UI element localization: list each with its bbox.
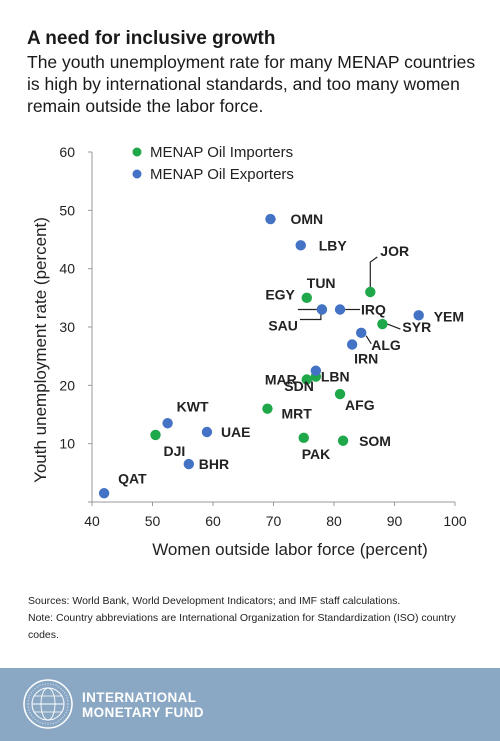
scatter-point-sdn bbox=[310, 365, 322, 376]
y-tick-label: 60 bbox=[59, 144, 75, 160]
scatter-point-qat bbox=[98, 488, 110, 499]
point-label-pak: PAK bbox=[302, 446, 331, 462]
point-label-lbn: LBN bbox=[321, 369, 350, 385]
scatter-point-uae bbox=[201, 426, 213, 438]
point-label-alg: ALG bbox=[371, 337, 401, 353]
scatter-point-alg bbox=[356, 327, 367, 339]
scatter-point-lby bbox=[295, 240, 306, 251]
chart-notes: Sources: World Bank, World Development I… bbox=[28, 593, 483, 644]
brand-line-2: MONETARY FUND bbox=[82, 705, 204, 720]
axes: 40 50 60 70 80 90 100 10 20 30 40 50 60 bbox=[59, 144, 466, 529]
leader-line bbox=[369, 256, 378, 287]
point-label-irn: IRN bbox=[354, 351, 378, 367]
x-tick-label: 90 bbox=[387, 513, 403, 529]
point-label-yem: YEM bbox=[434, 308, 464, 324]
data-points bbox=[98, 213, 424, 499]
y-tick-label: 40 bbox=[59, 261, 75, 277]
point-label-syr: SYR bbox=[402, 319, 431, 335]
y-tick-label: 20 bbox=[59, 377, 75, 393]
legend: MENAP Oil Importers MENAP Oil Exporters bbox=[132, 144, 294, 183]
leader-line bbox=[387, 323, 401, 330]
x-axis-title: Women outside labor force (percent) bbox=[152, 540, 428, 559]
point-label-jor: JOR bbox=[380, 243, 409, 259]
point-label-sau: SAU bbox=[268, 318, 298, 334]
scatter-point-afg bbox=[334, 388, 346, 400]
point-label-afg: AFG bbox=[345, 397, 375, 413]
scatter-point-irq bbox=[334, 304, 346, 315]
brand-line-1: INTERNATIONAL bbox=[82, 690, 197, 705]
y-tick-label: 10 bbox=[59, 436, 75, 452]
point-label-irq: IRQ bbox=[361, 302, 386, 318]
point-label-egy: EGY bbox=[265, 287, 295, 303]
point-label-omn: OMN bbox=[290, 211, 323, 227]
imf-brand: INTERNATIONAL MONETARY FUND bbox=[82, 690, 204, 720]
scatter-point-omn bbox=[265, 213, 276, 225]
legend-label-exporters: MENAP Oil Exporters bbox=[150, 166, 294, 183]
leader-line bbox=[365, 335, 372, 345]
point-labels: TUN JOR EGY SYR MAR LBN AFG MRT DJI PAK SOM OMN LBY I… bbox=[118, 211, 464, 486]
point-label-qat: QAT bbox=[118, 470, 147, 486]
scatter-point-syr bbox=[377, 318, 388, 330]
point-label-dji: DJI bbox=[164, 443, 186, 459]
scatter-point-bhr bbox=[183, 458, 194, 470]
scatter-chart: MENAP Oil Importers MENAP Oil Exporters … bbox=[31, 144, 467, 559]
point-label-som: SOM bbox=[359, 433, 391, 449]
legend-marker-exporters bbox=[132, 169, 142, 179]
scatter-point-kwt bbox=[162, 418, 173, 429]
scatter-point-tun bbox=[301, 292, 312, 304]
point-label-mrt: MRT bbox=[281, 406, 312, 422]
x-tick-label: 60 bbox=[205, 513, 221, 529]
point-label-sdn: SDN bbox=[284, 378, 314, 394]
y-tick-label: 30 bbox=[59, 319, 75, 335]
sources-note: Sources: World Bank, World Development I… bbox=[28, 595, 401, 607]
footer-bar: INTERNATIONAL MONETARY FUND bbox=[0, 668, 500, 741]
imf-seal-icon bbox=[23, 679, 73, 729]
x-tick-label: 100 bbox=[443, 513, 467, 529]
leader-lines bbox=[297, 256, 401, 345]
leader-line bbox=[299, 313, 322, 321]
x-tick-label: 70 bbox=[266, 513, 282, 529]
y-tick-label: 50 bbox=[59, 202, 75, 218]
chart-title: A need for inclusive growth bbox=[27, 28, 276, 49]
x-tick-label: 40 bbox=[84, 513, 100, 529]
scatter-point-som bbox=[337, 435, 349, 446]
scatter-point-mrt bbox=[262, 403, 273, 414]
scatter-point-irn bbox=[346, 339, 358, 350]
point-label-tun: TUN bbox=[307, 275, 336, 291]
scatter-point-mar bbox=[301, 374, 312, 385]
scatter-point-pak bbox=[298, 432, 309, 444]
y-axis-title: Youth unemployment rate (percent) bbox=[31, 217, 50, 483]
point-label-lby: LBY bbox=[319, 237, 348, 253]
scatter-point-jor bbox=[365, 286, 376, 298]
x-tick-label: 50 bbox=[145, 513, 161, 529]
abbreviation-note: Note: Country abbreviations are Internat… bbox=[28, 612, 456, 641]
point-label-kwt: KWT bbox=[177, 398, 209, 414]
point-label-bhr: BHR bbox=[199, 456, 229, 472]
point-label-mar: MAR bbox=[265, 372, 297, 388]
point-label-uae: UAE bbox=[221, 424, 251, 440]
scatter-point-dji bbox=[150, 429, 161, 441]
chart-subtitle: The youth unemployment rate for many MEN… bbox=[27, 52, 476, 116]
scatter-point-yem bbox=[413, 310, 424, 321]
scatter-point-sau bbox=[316, 304, 328, 315]
legend-label-importers: MENAP Oil Importers bbox=[150, 144, 293, 161]
legend-marker-importers bbox=[132, 147, 142, 157]
x-tick-label: 80 bbox=[326, 513, 342, 529]
